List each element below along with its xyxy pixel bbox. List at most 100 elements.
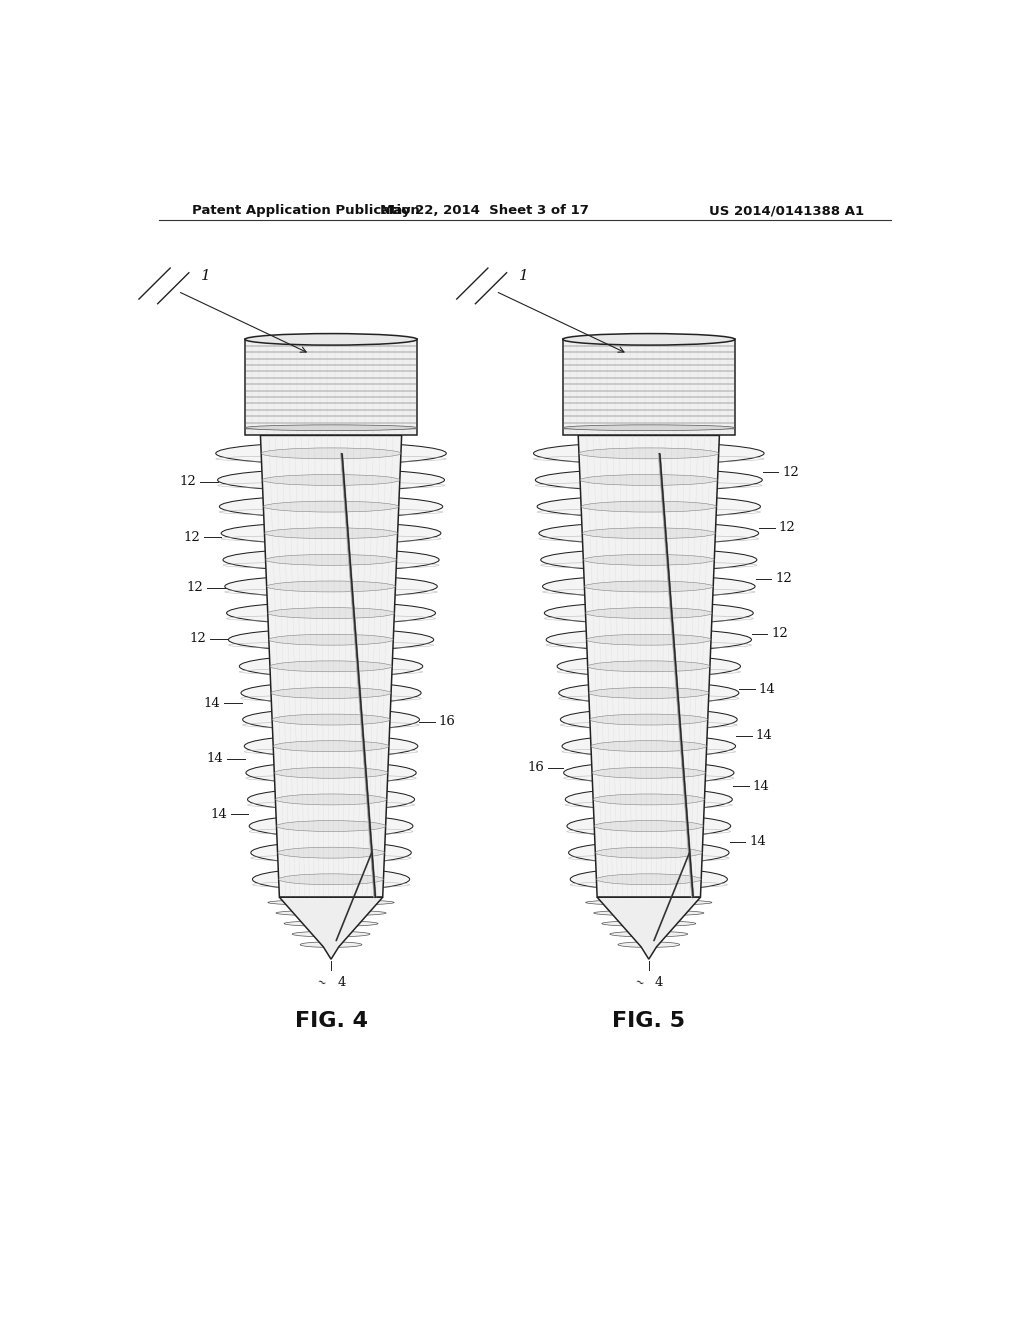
Ellipse shape bbox=[219, 496, 442, 517]
Text: Patent Application Publication: Patent Application Publication bbox=[191, 205, 419, 218]
Text: 14: 14 bbox=[203, 697, 220, 710]
Ellipse shape bbox=[248, 788, 415, 810]
Ellipse shape bbox=[536, 469, 762, 491]
Ellipse shape bbox=[263, 502, 398, 512]
Ellipse shape bbox=[543, 576, 755, 598]
Ellipse shape bbox=[562, 735, 735, 758]
Ellipse shape bbox=[268, 900, 394, 906]
Ellipse shape bbox=[586, 900, 712, 906]
Ellipse shape bbox=[534, 442, 764, 465]
Text: 16: 16 bbox=[438, 715, 456, 729]
Ellipse shape bbox=[267, 607, 394, 619]
Ellipse shape bbox=[245, 425, 417, 430]
Ellipse shape bbox=[591, 741, 707, 751]
Ellipse shape bbox=[586, 607, 712, 619]
Ellipse shape bbox=[593, 793, 705, 805]
Ellipse shape bbox=[582, 502, 717, 512]
Ellipse shape bbox=[602, 921, 695, 927]
Ellipse shape bbox=[539, 523, 759, 544]
Text: 12: 12 bbox=[775, 572, 792, 585]
Ellipse shape bbox=[292, 932, 370, 937]
Ellipse shape bbox=[273, 741, 389, 751]
Ellipse shape bbox=[589, 688, 709, 698]
Ellipse shape bbox=[217, 469, 444, 491]
Text: 14: 14 bbox=[210, 808, 226, 821]
Ellipse shape bbox=[269, 634, 393, 645]
Ellipse shape bbox=[284, 921, 378, 927]
Ellipse shape bbox=[264, 528, 397, 539]
Ellipse shape bbox=[610, 932, 688, 937]
Ellipse shape bbox=[249, 816, 413, 837]
Text: 14: 14 bbox=[750, 836, 766, 849]
Ellipse shape bbox=[568, 842, 729, 863]
Ellipse shape bbox=[595, 847, 702, 858]
Ellipse shape bbox=[583, 528, 716, 539]
Ellipse shape bbox=[276, 911, 386, 916]
Ellipse shape bbox=[272, 714, 390, 725]
Ellipse shape bbox=[228, 628, 434, 651]
Ellipse shape bbox=[240, 656, 423, 677]
Polygon shape bbox=[260, 436, 401, 898]
Text: 12: 12 bbox=[189, 632, 207, 645]
Ellipse shape bbox=[300, 942, 361, 948]
Text: 12: 12 bbox=[183, 531, 200, 544]
Ellipse shape bbox=[545, 602, 754, 624]
Ellipse shape bbox=[588, 661, 710, 672]
Ellipse shape bbox=[221, 523, 441, 544]
Ellipse shape bbox=[541, 549, 757, 570]
Ellipse shape bbox=[246, 762, 416, 784]
Text: 14: 14 bbox=[756, 729, 772, 742]
Text: 14: 14 bbox=[753, 780, 769, 793]
Ellipse shape bbox=[563, 334, 735, 345]
Text: 14: 14 bbox=[759, 682, 775, 696]
Ellipse shape bbox=[546, 628, 752, 651]
Text: 12: 12 bbox=[771, 627, 788, 640]
Text: ~: ~ bbox=[633, 977, 645, 990]
Ellipse shape bbox=[216, 442, 446, 465]
Text: 1: 1 bbox=[202, 269, 211, 282]
Ellipse shape bbox=[223, 549, 439, 570]
Ellipse shape bbox=[262, 474, 399, 486]
Text: 12: 12 bbox=[179, 475, 196, 488]
Ellipse shape bbox=[241, 682, 421, 704]
Ellipse shape bbox=[225, 576, 437, 598]
Ellipse shape bbox=[559, 682, 739, 704]
Ellipse shape bbox=[594, 821, 703, 832]
Ellipse shape bbox=[251, 842, 412, 863]
Polygon shape bbox=[280, 898, 383, 960]
Ellipse shape bbox=[538, 496, 761, 517]
Ellipse shape bbox=[266, 581, 395, 591]
Ellipse shape bbox=[570, 869, 727, 890]
Ellipse shape bbox=[245, 334, 417, 345]
Ellipse shape bbox=[584, 554, 715, 565]
Text: 14: 14 bbox=[207, 752, 223, 766]
Ellipse shape bbox=[275, 793, 387, 805]
Ellipse shape bbox=[567, 816, 731, 837]
Ellipse shape bbox=[274, 767, 388, 779]
Ellipse shape bbox=[278, 847, 385, 858]
Text: FIG. 5: FIG. 5 bbox=[612, 1011, 685, 1031]
Ellipse shape bbox=[590, 714, 708, 725]
Ellipse shape bbox=[271, 688, 391, 698]
Ellipse shape bbox=[585, 581, 713, 591]
Text: US 2014/0141388 A1: US 2014/0141388 A1 bbox=[710, 205, 864, 218]
Ellipse shape bbox=[557, 656, 740, 677]
Polygon shape bbox=[597, 898, 700, 960]
Text: 4: 4 bbox=[337, 977, 346, 989]
Ellipse shape bbox=[245, 735, 418, 758]
Text: 16: 16 bbox=[527, 762, 544, 775]
Ellipse shape bbox=[253, 869, 410, 890]
Ellipse shape bbox=[580, 474, 718, 486]
Ellipse shape bbox=[243, 709, 420, 730]
Bar bbox=[563, 339, 735, 436]
Ellipse shape bbox=[565, 788, 732, 810]
Bar bbox=[245, 339, 417, 436]
Text: FIG. 4: FIG. 4 bbox=[295, 1011, 368, 1031]
Text: 1: 1 bbox=[519, 269, 528, 282]
Ellipse shape bbox=[560, 709, 737, 730]
Ellipse shape bbox=[592, 767, 706, 779]
Ellipse shape bbox=[596, 874, 701, 884]
Text: 12: 12 bbox=[186, 581, 203, 594]
Polygon shape bbox=[579, 436, 720, 898]
Ellipse shape bbox=[563, 762, 734, 784]
